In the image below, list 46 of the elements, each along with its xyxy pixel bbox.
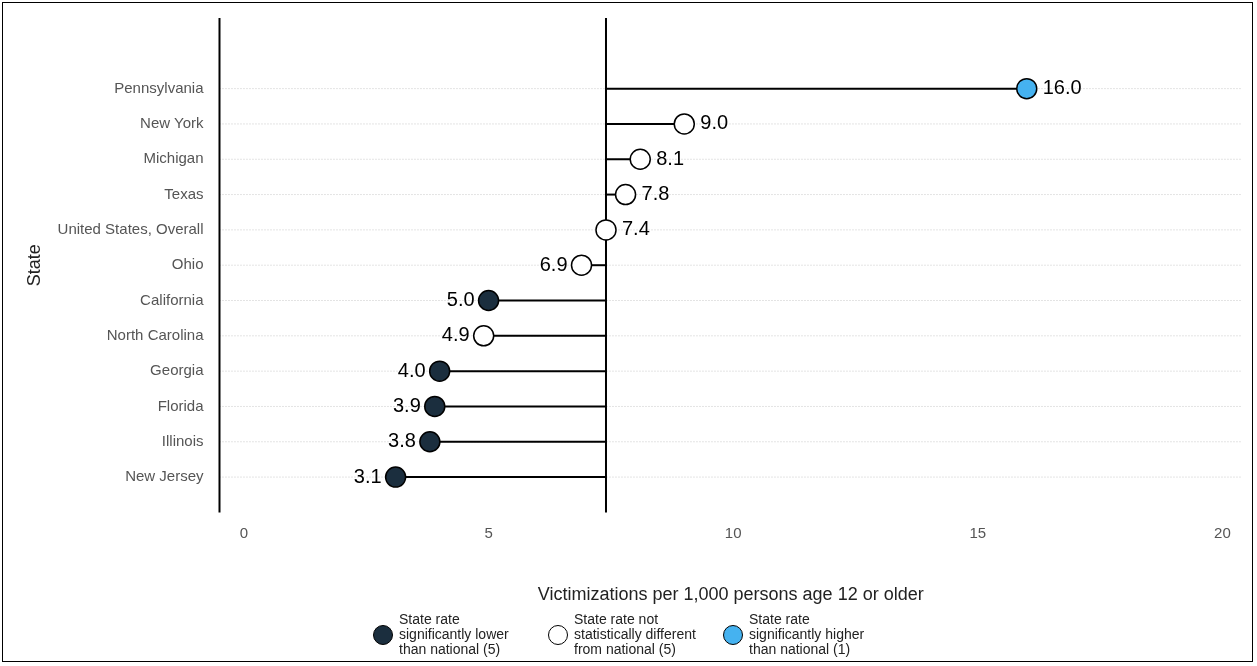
y-tick-label: Michigan	[143, 149, 204, 167]
data-label: 4.9	[441, 323, 470, 346]
x-tick-label: 15	[969, 523, 987, 541]
x-tick-label: 5	[484, 523, 493, 541]
point	[673, 113, 696, 135]
data-label: 3.9	[392, 393, 421, 416]
y-tick-label: New Jersey	[125, 467, 204, 485]
point	[477, 289, 500, 312]
data-label: 5.0	[446, 288, 475, 311]
data-label: 16.0	[1042, 76, 1082, 99]
y-tick-label: United States, Overall	[57, 220, 204, 238]
point	[570, 254, 593, 276]
point	[472, 325, 495, 347]
point	[1015, 77, 1038, 100]
legend-label: State rate not statistically different from national (5)	[574, 611, 697, 657]
legend-label: State rate significantly higher than national (1)	[749, 611, 866, 657]
point	[428, 360, 451, 382]
y-axis-title: State	[23, 244, 44, 287]
data-label: 7.4	[621, 217, 650, 240]
y-tick-label: Texas	[164, 184, 204, 202]
point	[384, 466, 407, 488]
data-label: 7.8	[641, 182, 670, 205]
point	[629, 148, 651, 171]
data-label: 4.0	[397, 358, 426, 381]
point	[614, 183, 637, 206]
data-label: 3.8	[388, 429, 416, 452]
legend-label: State rate significantly lower than national (5)	[399, 611, 510, 657]
y-tick-label: Ohio	[171, 255, 204, 273]
y-tick-label: North Carolina	[106, 325, 205, 343]
x-tick-label: 10	[724, 523, 742, 541]
data-label: 8.1	[656, 146, 685, 169]
data-label: 6.9	[539, 252, 568, 275]
y-tick-label: Florida	[157, 396, 205, 414]
data-label: 3.1	[353, 464, 382, 487]
x-axis-title: Victimizations per 1,000 persons age 12 or older	[537, 584, 924, 605]
y-tick-label: California	[140, 290, 205, 308]
point	[419, 431, 441, 453]
y-tick-label: New York	[140, 114, 204, 132]
point	[424, 395, 446, 418]
x-tick-label: 0	[239, 523, 249, 541]
y-tick-label: Illinois	[161, 431, 204, 449]
x-tick-label: 20	[1214, 523, 1231, 541]
y-tick-label: Georgia	[150, 361, 205, 379]
data-label: 9.0	[700, 111, 729, 134]
y-tick-label: Pennsylvania	[114, 78, 205, 96]
point	[595, 219, 617, 241]
